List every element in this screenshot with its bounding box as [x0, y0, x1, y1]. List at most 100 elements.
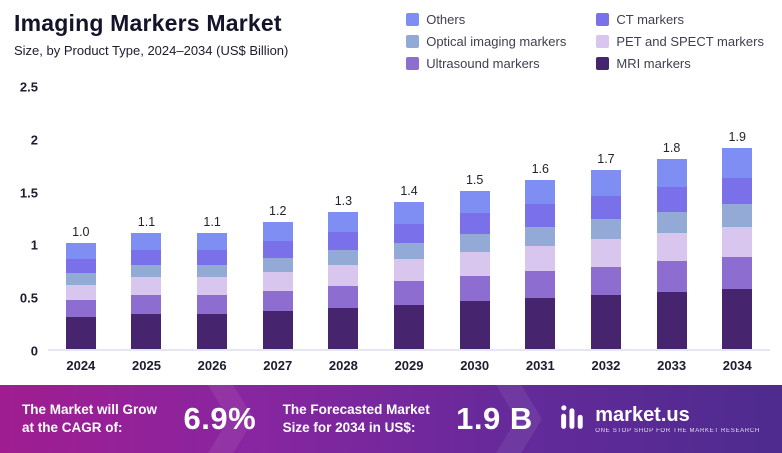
- y-axis-tick-label: 2: [30, 132, 38, 148]
- legend-swatch: [406, 57, 420, 70]
- marketus-logo-icon: [559, 403, 587, 436]
- bar-column: 1.8: [639, 85, 705, 349]
- y-axis-tick-label: 1.5: [19, 185, 38, 201]
- x-axis-label: 2033: [657, 358, 687, 373]
- legend-swatch: [596, 57, 610, 70]
- bar-column: 1.5: [442, 85, 508, 349]
- x-axis-label: 2029: [394, 358, 424, 373]
- page-title: Imaging Markers Market: [14, 10, 282, 36]
- y-axis-tick-label: 0: [30, 343, 38, 359]
- bottom-banner: The Market will Grow at the CAGR of: 6.9…: [0, 385, 782, 453]
- chart-header: Imaging Markers Market Size, by Product …: [14, 8, 770, 71]
- bar-column: 1.2: [245, 85, 311, 349]
- bar-segment: [722, 204, 753, 227]
- bar-total-label: 1.1: [137, 214, 156, 229]
- bar-total-label: 1.8: [662, 140, 681, 155]
- x-axis-label: 2027: [263, 358, 293, 373]
- bar-stack: [722, 148, 753, 349]
- bar-segment: [590, 195, 621, 220]
- bar-total-label: 1.0: [72, 225, 90, 240]
- bar-segment: [722, 288, 753, 349]
- bar-segment: [394, 243, 425, 260]
- forecast-value: 1.9 B: [456, 401, 533, 436]
- chart-panel: Imaging Markers Market Size, by Product …: [14, 8, 770, 373]
- legend-swatch: [406, 35, 420, 48]
- bar-column: 1.7: [573, 85, 639, 349]
- bar-segment: [525, 245, 556, 271]
- bar-segment: [525, 270, 556, 299]
- bar-segment: [328, 249, 359, 265]
- bar-segment: [65, 273, 96, 285]
- bar-segment: [65, 259, 96, 273]
- bar-segment: [131, 277, 162, 296]
- bar-segment: [262, 310, 293, 349]
- bar-segment: [394, 202, 425, 225]
- page-subtitle: Size, by Product Type, 2024–2034 (US$ Bi…: [14, 43, 289, 58]
- bar-segment: [656, 232, 687, 262]
- bar-segment: [65, 300, 96, 318]
- legend-item: Others: [406, 12, 566, 27]
- bar-segment: [262, 241, 293, 259]
- plot-area: 1.0 1.1 1.1 1.2 1.3 1.4 1.5 1.6 1.7 1.8 1.9: [48, 85, 770, 351]
- bar-total-label: 1.5: [465, 172, 484, 187]
- chart-area: 0 0.5 1 1.5 2 2.5 1.0 1.1 1.1 1.2 1.3 1.4 1.5 1.6 1.7…: [14, 80, 770, 359]
- bar-stack: [197, 232, 228, 349]
- bar-total-label: 1.1: [203, 214, 221, 229]
- bar-total-label: 1.4: [400, 184, 418, 199]
- bar-segment: [328, 231, 359, 250]
- bar-column: 1.1: [114, 85, 180, 349]
- x-axis-label: 2030: [460, 358, 490, 373]
- bar-stack: [65, 243, 96, 349]
- bar-column: 1.4: [376, 85, 442, 349]
- x-axis-label: 2034: [722, 358, 752, 373]
- x-axis-labels: 2024 2025 2026 2027 2028 2029 2030 2031 2032 2033…: [48, 358, 770, 373]
- legend-item: MRI markers: [596, 56, 764, 71]
- bar-segment: [394, 224, 425, 244]
- bar-segment: [722, 148, 753, 178]
- bar-segment: [590, 295, 621, 349]
- legend-swatch: [596, 35, 610, 48]
- bar-segment: [459, 301, 490, 349]
- legend-swatch: [596, 13, 610, 26]
- legend-label: PET and SPECT markers: [616, 34, 764, 49]
- x-axis-label: 2031: [525, 358, 555, 373]
- bar-segment: [656, 291, 687, 349]
- legend-label: Others: [426, 12, 466, 27]
- bar-segment: [459, 233, 490, 252]
- bar-segment: [590, 219, 621, 240]
- bar-segment: [65, 317, 96, 349]
- y-axis-tick-label: 2.5: [19, 79, 38, 95]
- bar-segment: [656, 187, 687, 212]
- bar-segment: [131, 314, 162, 349]
- brand-text: market.us ONE STOP SHOP FOR THE MARKET R…: [595, 405, 760, 434]
- brand-tagline: ONE STOP SHOP FOR THE MARKET RESEARCH: [595, 427, 760, 434]
- bar-segment: [590, 169, 621, 196]
- bar-segment: [525, 298, 556, 349]
- y-axis: 0 0.5 1 1.5 2 2.5: [14, 80, 48, 359]
- bar-stack: [590, 169, 621, 349]
- bar-total-label: 1.9: [728, 130, 746, 145]
- bar-stack: [328, 211, 359, 349]
- bar-segment: [262, 258, 293, 272]
- bar-total-label: 1.3: [334, 193, 353, 208]
- bar-segment: [131, 232, 162, 250]
- y-axis-tick-label: 0.5: [19, 290, 38, 306]
- chart-legend: Others CT markers Optical imaging markers P…: [406, 12, 764, 71]
- bar-stack: [262, 222, 293, 349]
- legend-item: PET and SPECT markers: [596, 34, 764, 49]
- bar-segment: [197, 295, 228, 315]
- bar-stack: [131, 232, 162, 349]
- title-block: Imaging Markers Market Size, by Product …: [14, 8, 288, 58]
- cagr-label: The Market will Grow at the CAGR of:: [22, 402, 158, 435]
- bar-segment: [197, 249, 228, 265]
- bar-segment: [197, 314, 228, 349]
- bar-segment: [328, 307, 359, 349]
- bar-segment: [459, 276, 490, 302]
- bar-stack: [459, 190, 490, 349]
- legend-label: Optical imaging markers: [426, 34, 567, 49]
- bar-segment: [262, 290, 293, 311]
- bar-segment: [65, 243, 96, 260]
- bar-segment: [394, 304, 425, 349]
- bar-column: 1.1: [179, 85, 245, 349]
- bar-segment: [262, 222, 293, 242]
